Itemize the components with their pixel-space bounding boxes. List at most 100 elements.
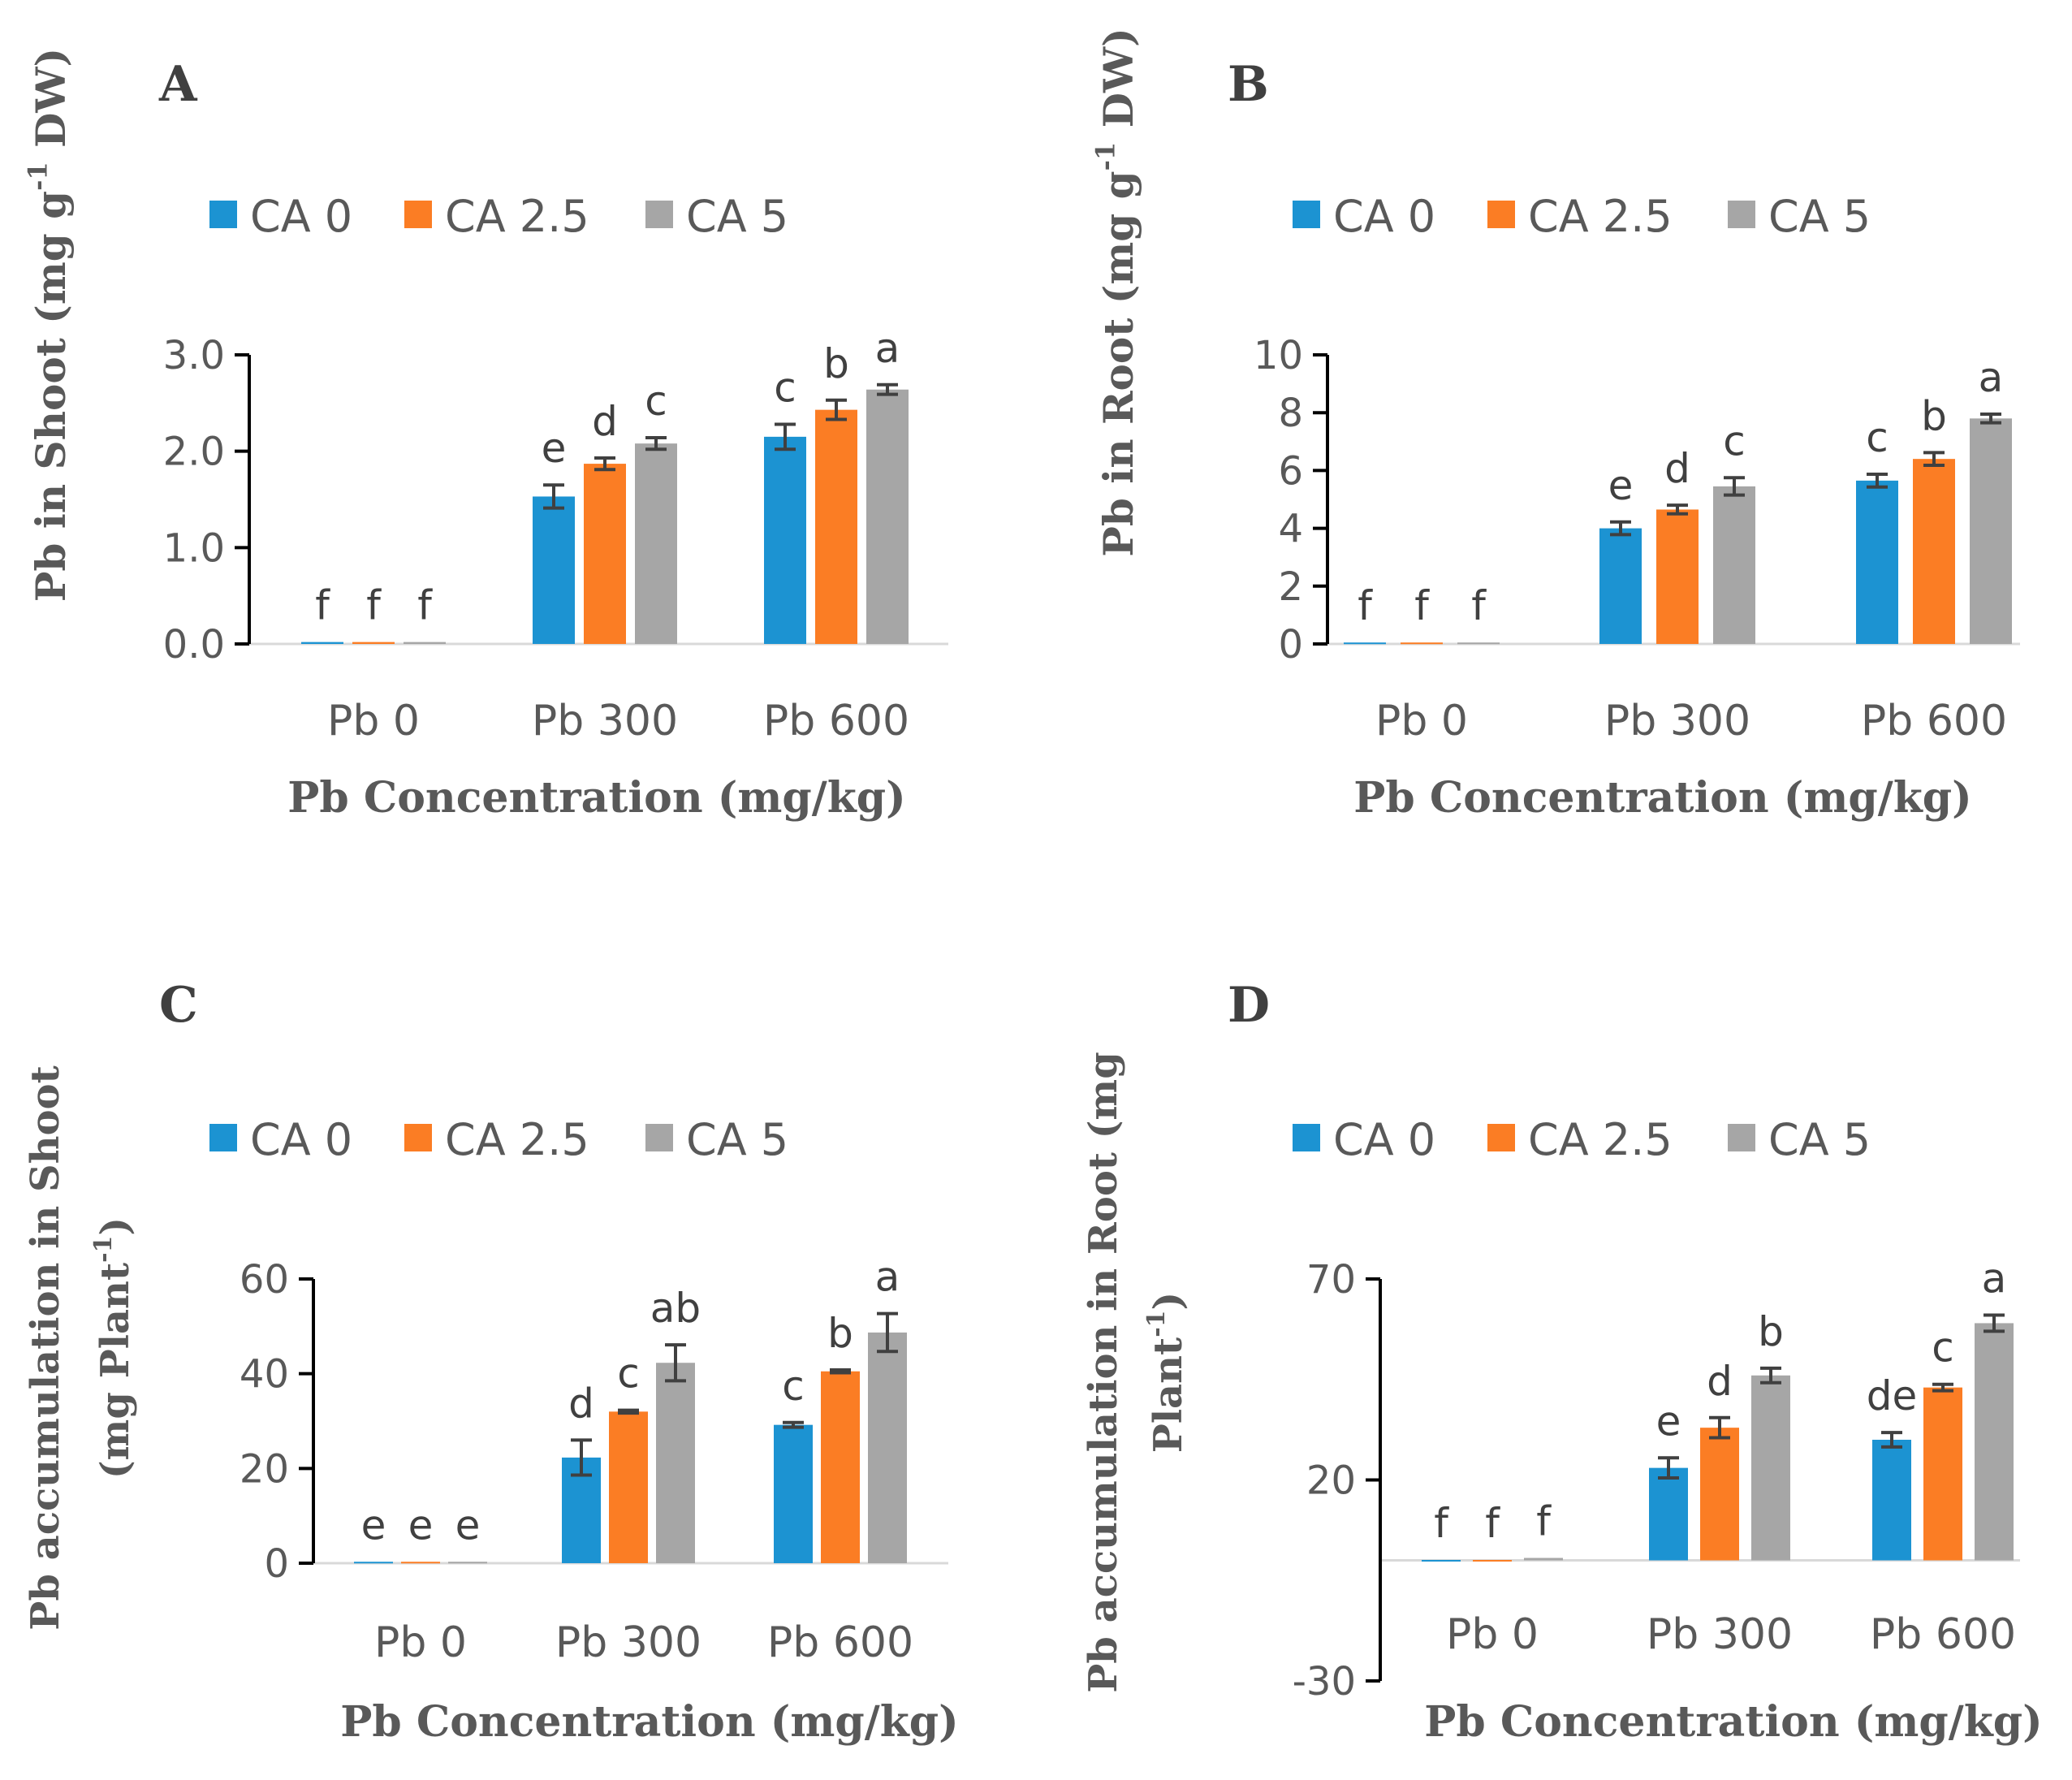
significance-letter: c: [774, 364, 796, 411]
significance-letter: d: [592, 398, 618, 445]
significance-letter: f: [366, 582, 382, 629]
x-axis-label: Pb Concentration (mg/kg): [1424, 1697, 2042, 1747]
bar: [1872, 1440, 1911, 1561]
panel-letter: B: [1228, 56, 1269, 113]
significance-letter: e: [542, 425, 567, 472]
y-tick-label: 2: [1278, 564, 1303, 610]
bar: [764, 436, 806, 644]
x-category-label: Pb 600: [763, 697, 909, 745]
significance-letter: f: [1471, 582, 1487, 629]
y-tick-label: 20: [240, 1446, 289, 1492]
legend-swatch: [404, 1124, 432, 1151]
bar: [815, 409, 857, 644]
legend-label: CA 5: [686, 191, 788, 242]
significance-letter: e: [1656, 1398, 1681, 1445]
y-tick-label: 2.0: [163, 430, 225, 475]
legend-swatch: [1728, 1124, 1755, 1151]
panel-d: D CA 0 CA 2.5 CA 5 Pb accumulation in Root (…: [1081, 977, 2043, 1747]
significance-letter: c: [617, 1350, 640, 1398]
significance-letter: e: [361, 1501, 386, 1549]
bar: [866, 389, 909, 644]
significance-letter: d: [1664, 445, 1690, 492]
significance-letter: b: [1921, 392, 1947, 439]
y-axis-label-line-2: Plant-1): [1142, 1292, 1191, 1454]
y-tick-label: 40: [240, 1352, 289, 1398]
legend-label: CA 0: [250, 1114, 352, 1165]
legend-label: CA 0: [1333, 1114, 1435, 1165]
bar: [404, 642, 446, 644]
legend-label: CA 2.5: [445, 1114, 589, 1165]
bar: [1751, 1375, 1790, 1561]
y-tick-label: 0.0: [163, 622, 225, 668]
x-axis-label: Pb Concentration (mg/kg): [340, 1697, 958, 1747]
significance-letter: a: [1982, 1255, 2007, 1303]
bar: [1970, 418, 2012, 644]
panel-b: B CA 0 CA 2.5 CA 5 Pb in Root (mg g-1 DW) 0 2 4…: [1090, 28, 2020, 823]
bar: [584, 464, 626, 644]
bar: [1923, 1387, 1962, 1561]
y-tick-label: 3.0: [163, 333, 225, 378]
significance-letter: de: [1867, 1372, 1918, 1419]
y-axis-label-line-2: (mg Plant-1): [89, 1217, 138, 1479]
x-category-label: Pb 300: [555, 1618, 701, 1667]
bar: [1856, 480, 1898, 644]
y-axis-label-line-1: Pb accumulation in Root (mg: [1081, 1052, 1126, 1693]
significance-letter: e: [1608, 462, 1634, 509]
x-category-label: Pb 600: [1870, 1610, 2016, 1659]
x-category-label: Pb 0: [1375, 697, 1468, 745]
significance-letter: c: [782, 1363, 805, 1410]
legend-swatch: [1728, 201, 1755, 228]
y-tick-label: 60: [240, 1257, 289, 1303]
y-tick-label: -30: [1293, 1659, 1356, 1704]
x-category-label: Pb 0: [374, 1618, 467, 1667]
legend-swatch: [645, 201, 673, 228]
y-axis-label: Pb in Shoot (mg g-1 DW): [23, 48, 75, 602]
significance-letter: e: [408, 1501, 434, 1549]
bar: [1457, 642, 1500, 645]
x-category-label: Pb 300: [532, 697, 678, 745]
x-category-label: Pb 0: [1446, 1610, 1539, 1659]
legend-label: CA 2.5: [1528, 1114, 1673, 1165]
legend-swatch: [404, 201, 432, 228]
bar: [301, 642, 343, 644]
panel-letter: D: [1228, 977, 1270, 1034]
legend-swatch: [1293, 201, 1320, 228]
legend-label: CA 5: [1768, 1114, 1871, 1165]
significance-letter: f: [315, 582, 330, 629]
bar: [1401, 642, 1443, 645]
significance-letter: c: [1932, 1324, 1954, 1372]
significance-letter: f: [1536, 1498, 1552, 1545]
x-axis-label: Pb Concentration (mg/kg): [287, 773, 905, 823]
bar: [352, 642, 395, 644]
significance-letter: f: [1434, 1500, 1449, 1547]
bar: [821, 1371, 860, 1563]
bar: [774, 1424, 813, 1563]
legend-swatch: [1487, 1124, 1515, 1151]
y-tick-label: 4: [1278, 507, 1303, 552]
bar: [1913, 459, 1955, 644]
y-tick-label: 0: [264, 1541, 289, 1587]
bar: [656, 1363, 695, 1563]
significance-letter: a: [875, 325, 900, 372]
legend-label: CA 5: [686, 1114, 788, 1165]
bar: [448, 1562, 487, 1564]
bar: [354, 1562, 393, 1564]
significance-letter: b: [823, 340, 849, 387]
bar: [1473, 1560, 1512, 1562]
bar: [635, 443, 677, 644]
y-tick-label: 20: [1306, 1458, 1356, 1504]
legend-swatch: [645, 1124, 673, 1151]
panel-a: A CA 0 CA 2.5 CA 5 Pb in Shoot (mg g-1 DW) 0.…: [23, 48, 948, 823]
significance-letter: b: [827, 1310, 853, 1357]
significance-letter: b: [1758, 1308, 1784, 1355]
bar: [533, 496, 575, 644]
y-axis-label-line-1: Pb accumulation in Shoot: [23, 1065, 68, 1630]
legend-swatch: [209, 1124, 237, 1151]
bar: [1524, 1558, 1563, 1561]
x-axis-label: Pb Concentration (mg/kg): [1353, 773, 1971, 823]
bar: [1656, 509, 1699, 644]
y-tick-label: 1.0: [163, 525, 225, 571]
y-tick-label: 70: [1306, 1257, 1356, 1303]
significance-letter: d: [1707, 1358, 1733, 1405]
